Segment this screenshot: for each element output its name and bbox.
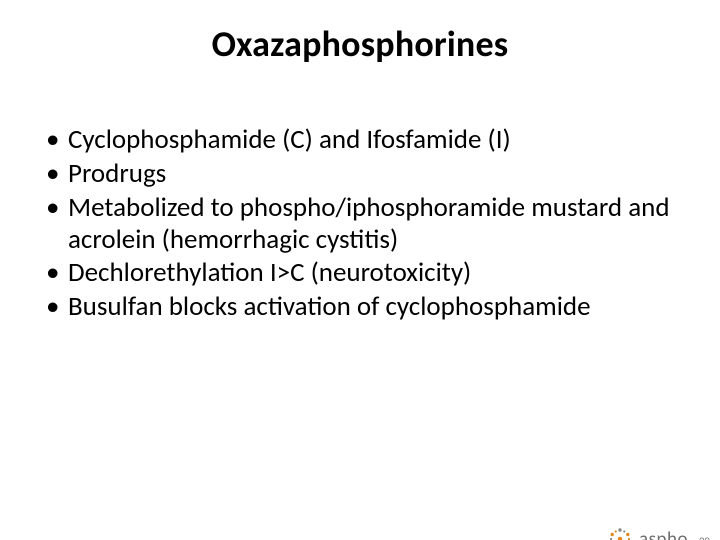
list-item: Dechlorethylation I>C (neurotoxicity) <box>42 257 680 289</box>
list-item: Prodrugs <box>42 158 680 190</box>
bullet-list: Cyclophosphamide (C) and Ifosfamide (I) … <box>42 124 680 323</box>
slide: Oxazaphosphorines Cyclophosphamide (C) a… <box>0 22 720 540</box>
list-item: Busulfan blocks activation of cyclophosp… <box>42 291 680 323</box>
list-item: Cyclophosphamide (C) and Ifosfamide (I) <box>42 124 680 156</box>
logo-text: aspho <box>639 528 688 540</box>
page-number: 30 <box>699 535 710 540</box>
slide-title: Oxazaphosphorines <box>0 22 720 66</box>
slide-content: Cyclophosphamide (C) and Ifosfamide (I) … <box>42 124 680 323</box>
logo-star-icon <box>607 526 633 540</box>
logo: aspho <box>607 526 688 540</box>
list-item: Metabolized to phospho/iphosphoramide mu… <box>42 192 680 256</box>
